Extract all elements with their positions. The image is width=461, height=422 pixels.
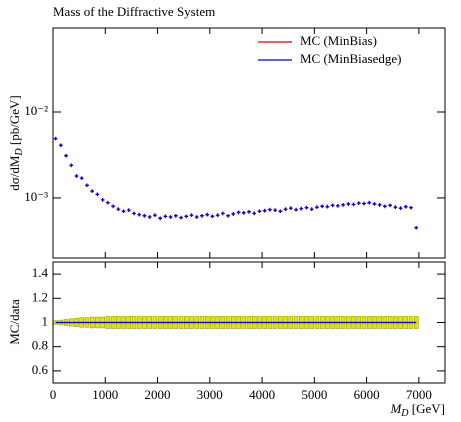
y-tick-label: 0.8	[32, 338, 48, 353]
data-point	[189, 213, 194, 217]
y-axis-label: dσ/dMD [pb/GeV]	[7, 95, 25, 191]
data-point	[398, 206, 403, 210]
data-point	[215, 213, 220, 217]
data-point	[226, 213, 230, 218]
data-point	[278, 209, 283, 214]
data-point	[247, 209, 251, 214]
y-tick-label: 0.6	[32, 362, 49, 377]
data-point	[414, 225, 419, 230]
data-point	[372, 202, 377, 206]
data-point	[106, 200, 110, 205]
x-tick-label: 5000	[301, 387, 327, 402]
data-point	[179, 215, 183, 220]
y-tick-label: 1	[42, 313, 49, 328]
data-point	[257, 209, 262, 214]
data-point	[362, 201, 366, 206]
x-label-unit: [GeV]	[409, 401, 445, 416]
data-point	[147, 215, 152, 219]
data-point	[132, 211, 136, 216]
data-point	[283, 207, 288, 211]
data-point	[69, 163, 74, 168]
x-tick-label: 6000	[354, 387, 380, 402]
data-point	[100, 198, 105, 202]
y-tick-label: 1.4	[32, 265, 49, 280]
data-point	[325, 204, 330, 209]
data-point	[95, 192, 100, 197]
data-point	[241, 211, 246, 215]
data-point	[90, 189, 94, 193]
data-point	[330, 203, 335, 208]
legend-label: MC (MinBiasedge)	[300, 51, 401, 66]
data-point	[200, 213, 204, 218]
data-point	[383, 204, 387, 209]
data-point	[79, 176, 84, 180]
data-point	[121, 209, 126, 214]
data-point	[53, 136, 58, 141]
data-point	[205, 212, 209, 217]
data-point	[367, 200, 372, 205]
y-label-sub: D	[14, 148, 25, 157]
data-point	[262, 208, 267, 213]
data-point	[346, 202, 351, 206]
main-frame	[52, 27, 446, 259]
x-tick-label: 4000	[249, 387, 275, 402]
data-point	[356, 201, 361, 205]
data-point	[404, 204, 408, 209]
data-point	[273, 208, 277, 212]
chart-title: Mass of the Diffractive System	[53, 4, 215, 19]
y-label-unit: [pb/GeV]	[7, 95, 22, 148]
data-point	[377, 203, 382, 207]
y-tick-label: 10⁻²	[24, 103, 48, 118]
data-point	[142, 213, 147, 218]
data-point	[116, 207, 121, 211]
data-point	[168, 215, 173, 219]
data-point	[351, 202, 356, 207]
data-point	[294, 207, 298, 212]
legend-label: MC (MinBias)	[300, 33, 377, 48]
data-point	[221, 211, 225, 216]
data-point	[74, 174, 79, 178]
x-tick-label: 7000	[406, 387, 432, 402]
data-point	[393, 205, 398, 210]
data-point	[289, 206, 293, 210]
x-axis-label: MD [GeV]	[389, 401, 445, 419]
data-point	[236, 210, 241, 215]
x-tick-label: 1000	[92, 387, 118, 402]
x-tick-label: 3000	[197, 387, 223, 402]
data-point	[409, 205, 413, 210]
data-point	[268, 207, 272, 212]
data-point	[59, 143, 63, 148]
data-point	[163, 214, 168, 219]
data-point	[320, 204, 324, 209]
data-point	[299, 206, 304, 211]
data-point	[153, 213, 157, 217]
data-point	[341, 203, 345, 207]
x-label-main: M	[389, 401, 402, 416]
data-point	[309, 207, 314, 211]
data-point	[252, 211, 257, 216]
data-point	[64, 153, 68, 158]
y-tick-label: 10⁻³	[24, 189, 48, 204]
data-point	[137, 212, 142, 217]
data-point	[315, 205, 319, 210]
data-point	[184, 214, 189, 219]
x-tick-label: 2000	[145, 387, 171, 402]
data-point	[194, 215, 199, 219]
y-label-main: dσ/dM	[7, 155, 22, 191]
data-point	[111, 204, 115, 209]
x-tick-label: 0	[50, 387, 57, 402]
data-point	[158, 216, 162, 221]
data-point	[388, 203, 392, 208]
data-point	[336, 204, 340, 208]
y-tick-label: 1.2	[32, 289, 48, 304]
data-point	[304, 205, 309, 210]
data-point	[126, 208, 131, 212]
data-point	[85, 183, 89, 188]
data-point	[210, 214, 215, 219]
data-point	[174, 213, 178, 218]
ratio-y-label: MC/data	[7, 299, 22, 345]
x-label-sub: D	[400, 408, 409, 419]
data-point	[231, 212, 236, 216]
